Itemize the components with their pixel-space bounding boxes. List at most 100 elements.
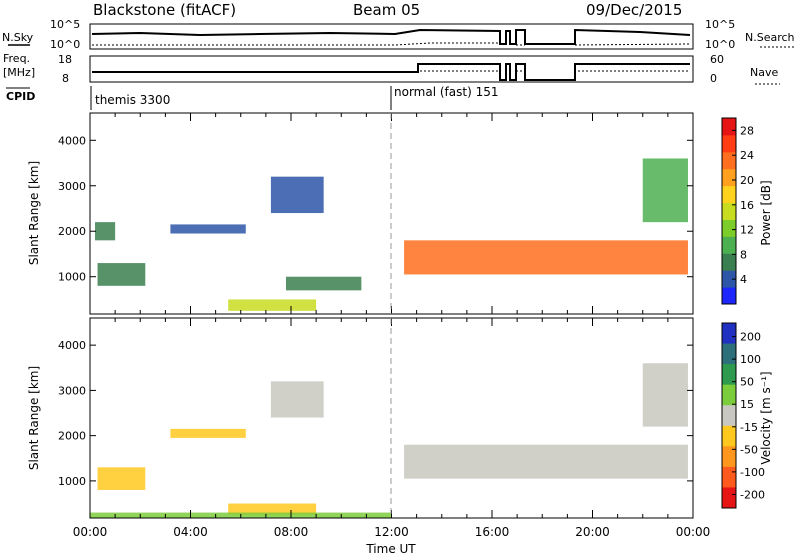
colorbar-tick-label: 12 — [740, 224, 754, 237]
colorbar-tick-label: 100 — [740, 353, 761, 366]
power-colorbar-segment — [722, 253, 736, 271]
power-colorbar-segment — [722, 134, 736, 153]
power-band — [285, 276, 362, 291]
power-band — [404, 240, 688, 275]
colorbar-tick-label: -15 — [740, 421, 758, 434]
freq-label: Freq. — [3, 52, 30, 65]
velocity-band — [404, 444, 688, 479]
power-ylabel: Slant Range [km] — [27, 161, 41, 265]
velocity-ylabel: Slant Range [km] — [27, 366, 41, 470]
power-band — [97, 263, 146, 286]
power-colorbar-segment — [722, 219, 736, 237]
velocity-colorbar-segment — [722, 487, 736, 509]
power-band — [270, 176, 324, 214]
power-colorbar-segment — [722, 185, 736, 204]
cpid-segment-themis: themis 3300 — [95, 93, 170, 107]
colorbar-tick-label: 16 — [740, 199, 754, 212]
colorbar-tick-label: 50 — [740, 376, 754, 389]
velocity-colorbar-segment — [722, 405, 736, 427]
y-tick-label: 3000 — [58, 180, 86, 193]
x-tick-label: 12:00 — [374, 525, 409, 539]
y-tick-label: 4000 — [58, 339, 86, 352]
power-colorbar-segment — [722, 118, 736, 136]
nsky-panel — [89, 23, 694, 50]
time-axis-title: Time UT — [365, 542, 416, 554]
nsky-scale-right-bottom: 10^0 — [705, 38, 735, 51]
velocity-band — [97, 467, 146, 490]
cpid-segment-normal: normal (fast) 151 — [394, 85, 498, 99]
y-tick-label: 3000 — [58, 384, 86, 397]
velocity-colorbar: 200 100 50 15 -15 -50 -100 -200 — [721, 322, 765, 509]
velocity-band — [642, 363, 688, 427]
time-axis-labels: 00:00 04:00 08:00 12:00 16:00 20:00 00:00 — [73, 525, 711, 539]
colorbar-tick-label: -50 — [740, 443, 758, 456]
colorbar-tick-label: 28 — [740, 124, 754, 137]
power-colorbar-segment — [722, 202, 736, 220]
colorbar-tick-label: 200 — [740, 331, 761, 344]
velocity-colorbar-segment — [722, 364, 736, 386]
nsky-scale-left-bottom: 10^0 — [50, 38, 80, 51]
velocity-colorbar-segment — [722, 343, 736, 365]
colorbar-frame — [721, 117, 737, 305]
freq-panel — [89, 55, 694, 83]
power-band — [228, 299, 317, 311]
x-tick-label: 20:00 — [575, 525, 610, 539]
nsky-scale-left-top: 10^5 — [50, 18, 80, 31]
velocity-band — [228, 503, 317, 515]
velocity-cells — [90, 363, 688, 518]
x-tick-label: 00:00 — [676, 525, 711, 539]
velocity-band — [270, 381, 324, 418]
power-band — [95, 222, 116, 241]
power-colorbar-segment — [722, 236, 736, 254]
velocity-colorbar-segment — [722, 384, 736, 406]
velocity-yticks: 1000 2000 3000 4000 — [58, 339, 693, 488]
x-tick-label: 04:00 — [173, 525, 208, 539]
velocity-colorbar-segment — [722, 446, 736, 468]
velocity-colorbar-label: Velocity [m s⁻¹] — [759, 371, 773, 464]
nsky-trace — [91, 28, 691, 45]
freq-tick-bottom: 8 — [62, 72, 69, 85]
colorbar-tick-label: 4 — [740, 273, 747, 286]
colorbar-tick-label: -100 — [740, 466, 765, 479]
power-colorbar-segment — [722, 287, 736, 305]
nsearch-label: N.Search — [745, 31, 795, 44]
power-yticks: 1000 2000 3000 4000 — [58, 134, 693, 284]
x-tick-label: 16:00 — [475, 525, 510, 539]
x-tick-label: 00:00 — [73, 525, 108, 539]
y-tick-label: 1000 — [58, 271, 86, 284]
power-band — [170, 224, 246, 234]
nsky-scale-right-top: 10^5 — [705, 18, 735, 31]
velocity-band — [170, 428, 246, 438]
colorbar-tick-label: -200 — [740, 488, 765, 501]
nsearch-trace — [92, 42, 691, 46]
nave-tick-top: 60 — [710, 53, 724, 66]
y-tick-label: 4000 — [58, 134, 86, 147]
power-xticks — [89, 113, 694, 314]
x-tick-label: 08:00 — [274, 525, 309, 539]
colorbar-frame — [721, 322, 737, 509]
velocity-colorbar-segment — [722, 466, 736, 488]
colorbar-tick-label: 24 — [740, 149, 754, 162]
colorbar-tick-label: 8 — [740, 248, 747, 261]
freq-tick-top: 18 — [58, 53, 72, 66]
velocity-colorbar-segment — [722, 323, 736, 345]
power-band — [642, 158, 688, 223]
power-cells — [95, 158, 688, 311]
power-colorbar-label: Power [dB] — [759, 180, 773, 245]
power-colorbar-segment — [722, 168, 736, 187]
power-colorbar: 4 8 12 16 20 24 28 — [721, 117, 754, 305]
power-colorbar-segment — [722, 270, 736, 288]
colorbar-tick-label: 15 — [740, 398, 754, 411]
date-title: 09/Dec/2015 — [586, 1, 682, 19]
beam-title: Beam 05 — [353, 1, 420, 19]
freq-unit: [MHz] — [3, 66, 35, 79]
nave-label: Nave — [750, 66, 778, 79]
y-tick-label: 2000 — [58, 225, 86, 238]
freq-trace — [92, 63, 690, 81]
velocity-colorbar-segment — [722, 425, 736, 447]
nsky-label: N.Sky — [2, 31, 34, 44]
colorbar-tick-label: 20 — [740, 174, 754, 187]
power-colorbar-segment — [722, 151, 736, 170]
y-tick-label: 2000 — [58, 430, 86, 443]
